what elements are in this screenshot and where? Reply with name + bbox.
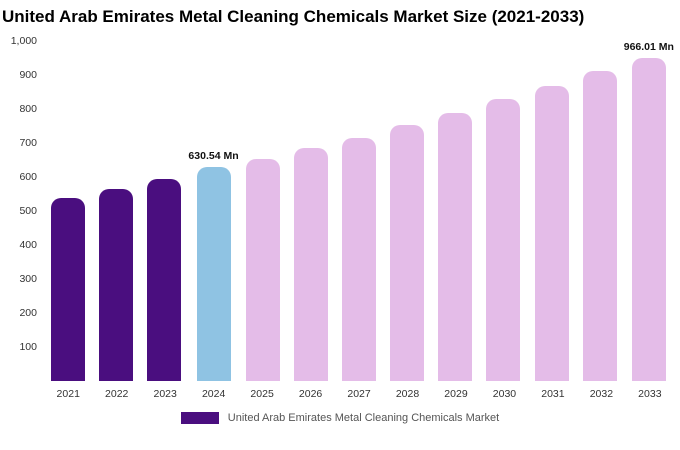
y-axis-tick: 100 <box>19 341 37 353</box>
y-axis-tick: 500 <box>19 205 37 217</box>
bar-2024[interactable] <box>196 166 231 381</box>
bar-2032[interactable] <box>582 70 617 381</box>
y-axis-tick: 400 <box>19 239 37 251</box>
chart-title: United Arab Emirates Metal Cleaning Chem… <box>2 7 585 26</box>
bar-2027[interactable] <box>341 137 376 381</box>
bar-slot <box>287 41 335 381</box>
legend-label: United Arab Emirates Metal Cleaning Chem… <box>227 412 500 424</box>
x-axis-label: 2027 <box>347 388 371 400</box>
bar-2026[interactable] <box>293 148 328 381</box>
x-axis-label: 2032 <box>589 388 614 400</box>
y-axis-tick: 300 <box>19 273 37 285</box>
legend: United Arab Emirates Metal Cleaning Chem… <box>0 412 680 424</box>
bar-value-label: 966.01 Mn <box>623 41 674 53</box>
bar-slot: 966.01 Mn <box>624 41 674 381</box>
bar-2028[interactable] <box>390 124 425 381</box>
y-axis-tick: 600 <box>19 171 37 183</box>
bar-slot <box>576 41 624 381</box>
x-axis-labels: 2021 2022 2023 2024 2025 2026 2027 2028 2029 2030… <box>44 388 674 400</box>
bar-slot <box>44 41 92 381</box>
bars: 630.54 Mn 966.01 Mn <box>44 41 674 381</box>
bar-slot <box>92 41 140 381</box>
x-axis-label: 2022 <box>105 388 129 400</box>
bar-2030[interactable] <box>486 99 521 381</box>
x-axis-label: 2031 <box>541 388 565 400</box>
bar-2021[interactable] <box>51 198 86 381</box>
x-axis-label: 2028 <box>395 388 420 400</box>
bar-2029[interactable] <box>438 112 473 381</box>
bar-2033[interactable] <box>631 58 666 381</box>
x-axis-label: 2026 <box>298 388 323 400</box>
x-axis-label: 2021 <box>56 388 80 400</box>
x-axis-label: 2029 <box>444 388 468 400</box>
bar-slot <box>479 41 527 381</box>
x-axis-label: 2033 <box>638 388 662 400</box>
y-axis-tick: 900 <box>19 69 37 81</box>
x-axis-label: 2025 <box>250 388 274 400</box>
y-axis-tick: 200 <box>19 307 37 319</box>
legend-swatch-icon <box>180 412 219 424</box>
bar-slot <box>431 41 479 381</box>
bar-value-label: 630.54 Mn <box>188 149 239 162</box>
x-axis-label: 2030 <box>492 388 517 400</box>
bar-2025[interactable] <box>245 158 280 381</box>
bar-slot <box>239 41 287 381</box>
bar-slot <box>335 41 383 381</box>
y-axis-tick: 700 <box>19 137 37 149</box>
chart-area: 630.54 Mn 966.01 Mn 1,000 900 800 700 600 500 4… <box>11 35 674 381</box>
bar-slot: 630.54 Mn <box>188 41 239 381</box>
bar-2022[interactable] <box>99 188 134 381</box>
bar-slot <box>527 41 575 381</box>
x-axis-label: 2024 <box>201 388 226 400</box>
bar-slot <box>140 41 188 381</box>
bar-2023[interactable] <box>147 179 182 381</box>
bar-slot <box>383 41 431 381</box>
y-axis-tick: 800 <box>19 103 37 115</box>
bar-2031[interactable] <box>534 85 569 381</box>
x-axis-label: 2023 <box>153 388 177 400</box>
plot-area: 630.54 Mn 966.01 Mn 1,000 900 800 700 600 500 4… <box>11 35 674 381</box>
y-axis-tick: 1,000 <box>10 35 37 47</box>
